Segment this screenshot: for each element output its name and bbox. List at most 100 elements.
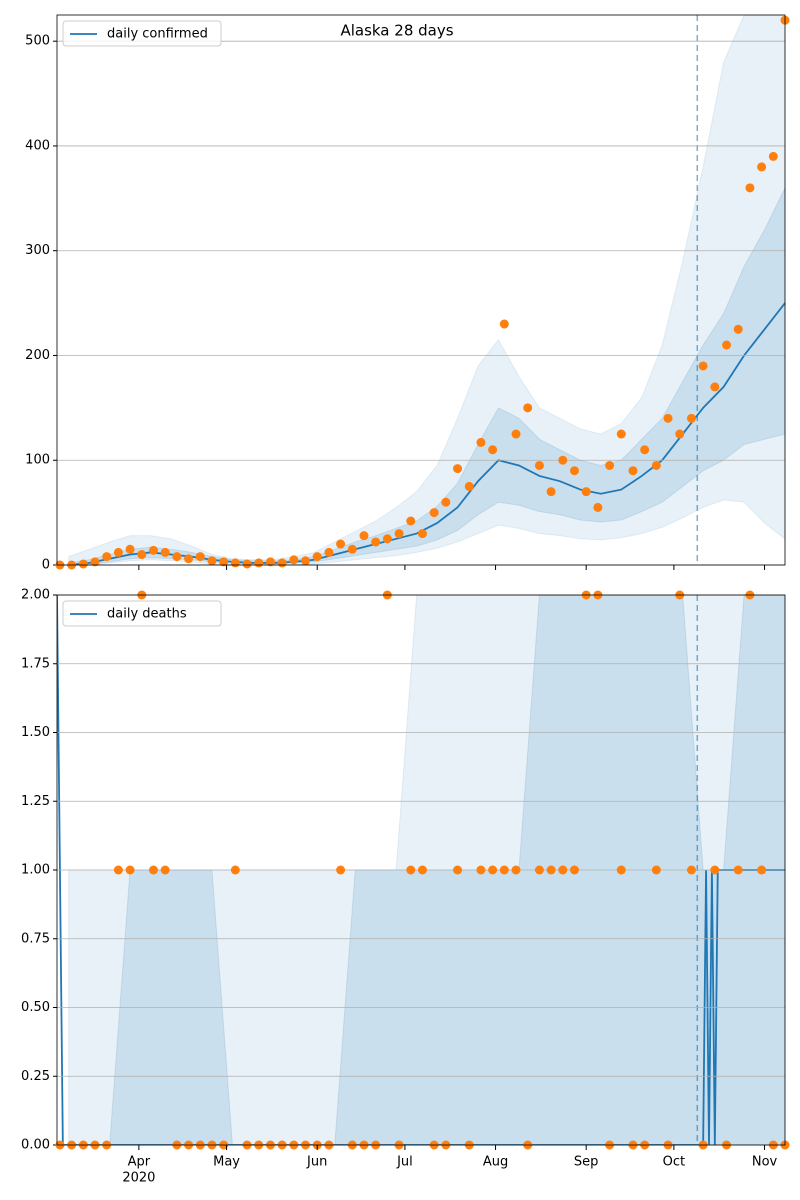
point: [499, 319, 509, 329]
point: [558, 455, 568, 465]
x-tick-label: Sep: [574, 1155, 599, 1170]
point: [90, 557, 100, 567]
y-tick-label: 1.75: [21, 656, 50, 671]
point: [453, 464, 463, 474]
axes-frame: [56, 594, 786, 1146]
point: [569, 865, 579, 875]
y-tick-label: 500: [25, 34, 50, 49]
point: [733, 865, 743, 875]
point: [605, 460, 615, 470]
point: [768, 151, 778, 161]
x-tick-label: Jun: [306, 1155, 327, 1170]
x-tick-label: Aug: [483, 1155, 508, 1170]
point: [453, 865, 463, 875]
point: [417, 865, 427, 875]
point: [417, 529, 427, 539]
point: [184, 554, 194, 564]
point: [488, 445, 498, 455]
y-tick-label: 200: [25, 348, 50, 363]
point: [534, 460, 544, 470]
legend-label: daily confirmed: [107, 27, 208, 42]
x-tick-label: Nov: [752, 1155, 778, 1170]
y-tick-label: 1.50: [21, 725, 50, 740]
point: [113, 547, 123, 557]
point: [289, 555, 299, 565]
point: [488, 865, 498, 875]
point: [254, 558, 264, 568]
point: [195, 552, 205, 562]
point: [710, 865, 720, 875]
point: [698, 361, 708, 371]
y-tick-label: 0.75: [21, 931, 50, 946]
point: [476, 865, 486, 875]
y-tick-label: 300: [25, 243, 50, 258]
point: [558, 865, 568, 875]
x-tick-label: Apr: [128, 1155, 151, 1170]
point: [616, 865, 626, 875]
point: [230, 865, 240, 875]
point: [745, 183, 755, 193]
y-tick-label: 0.25: [21, 1069, 50, 1084]
point: [686, 413, 696, 423]
legend-label: daily deaths: [107, 607, 187, 622]
point: [534, 865, 544, 875]
point: [499, 865, 509, 875]
point: [265, 557, 275, 567]
y-tick-label: 0.50: [21, 1000, 50, 1015]
point: [207, 556, 217, 566]
point: [757, 865, 767, 875]
point: [675, 429, 685, 439]
point: [347, 544, 357, 554]
point: [312, 552, 322, 562]
point: [359, 531, 369, 541]
point: [663, 413, 673, 423]
point: [301, 556, 311, 566]
point: [172, 552, 182, 562]
y-tick-label: 1.00: [21, 863, 50, 878]
point: [148, 545, 158, 555]
x-tick-label: Jul: [396, 1155, 413, 1170]
point: [569, 466, 579, 476]
point: [511, 429, 521, 439]
y-tick-label: 100: [25, 453, 50, 468]
legend-box: [62, 600, 222, 627]
point: [137, 550, 147, 560]
point: [336, 539, 346, 549]
point: [230, 558, 240, 568]
point: [324, 547, 334, 557]
point: [546, 487, 556, 497]
point: [710, 382, 720, 392]
point: [277, 558, 287, 568]
point: [406, 516, 416, 526]
point: [429, 508, 439, 518]
y-tick-label: 400: [25, 138, 50, 153]
point: [102, 552, 112, 562]
x-year-label: 2020: [122, 1171, 155, 1186]
point: [160, 865, 170, 875]
chart-title: Alaska 28 days: [340, 22, 453, 40]
point: [441, 497, 451, 507]
point: [757, 162, 767, 172]
point: [733, 324, 743, 334]
point: [593, 502, 603, 512]
point: [394, 529, 404, 539]
x-tick-label: May: [213, 1155, 240, 1170]
point: [616, 429, 626, 439]
point: [125, 865, 135, 875]
point: [242, 559, 252, 569]
point: [406, 865, 416, 875]
point: [581, 487, 591, 497]
point: [476, 437, 486, 447]
point: [511, 865, 521, 875]
legend-box: [62, 20, 222, 47]
point: [113, 865, 123, 875]
point: [125, 544, 135, 554]
point: [651, 865, 661, 875]
x-tick-label: Oct: [663, 1155, 685, 1170]
point: [628, 466, 638, 476]
point: [160, 547, 170, 557]
point: [686, 865, 696, 875]
point: [464, 481, 474, 491]
y-tick-label: 2.00: [21, 588, 50, 603]
